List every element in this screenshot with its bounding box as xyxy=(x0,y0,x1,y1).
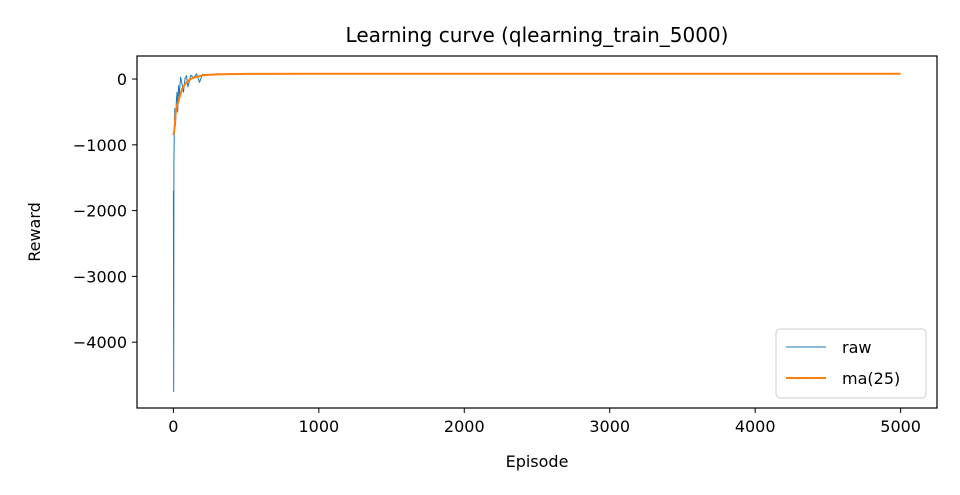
axis-ticks: 0 1000 2000 3000 4000 5000 0 −1000 −2000 −3000 −40… xyxy=(73,70,921,436)
y-axis-label: Reward xyxy=(25,202,44,262)
x-tick-label: 2000 xyxy=(444,417,485,436)
y-tick-label: −3000 xyxy=(73,267,127,286)
y-tick-label: −4000 xyxy=(73,333,127,352)
x-tick-label: 1000 xyxy=(298,417,339,436)
series-line-ma25 xyxy=(172,72,901,136)
legend: raw ma(25) xyxy=(775,328,927,399)
chart-title: Learning curve (qlearning_train_5000) xyxy=(346,23,729,47)
x-axis-label: Episode xyxy=(506,452,569,471)
x-tick-label: 3000 xyxy=(589,417,630,436)
plot-area xyxy=(172,72,901,393)
y-tick-label: −2000 xyxy=(73,202,127,221)
x-tick-label: 5000 xyxy=(880,417,921,436)
x-tick-label: 4000 xyxy=(735,417,776,436)
y-tick-label: −1000 xyxy=(73,136,127,155)
legend-label-ma25: ma(25) xyxy=(842,369,900,388)
x-tick-label: 0 xyxy=(168,417,178,436)
legend-label-raw: raw xyxy=(842,338,871,357)
y-tick-label: 0 xyxy=(117,70,127,89)
legend-box xyxy=(775,328,927,399)
axes-frame xyxy=(136,55,938,409)
